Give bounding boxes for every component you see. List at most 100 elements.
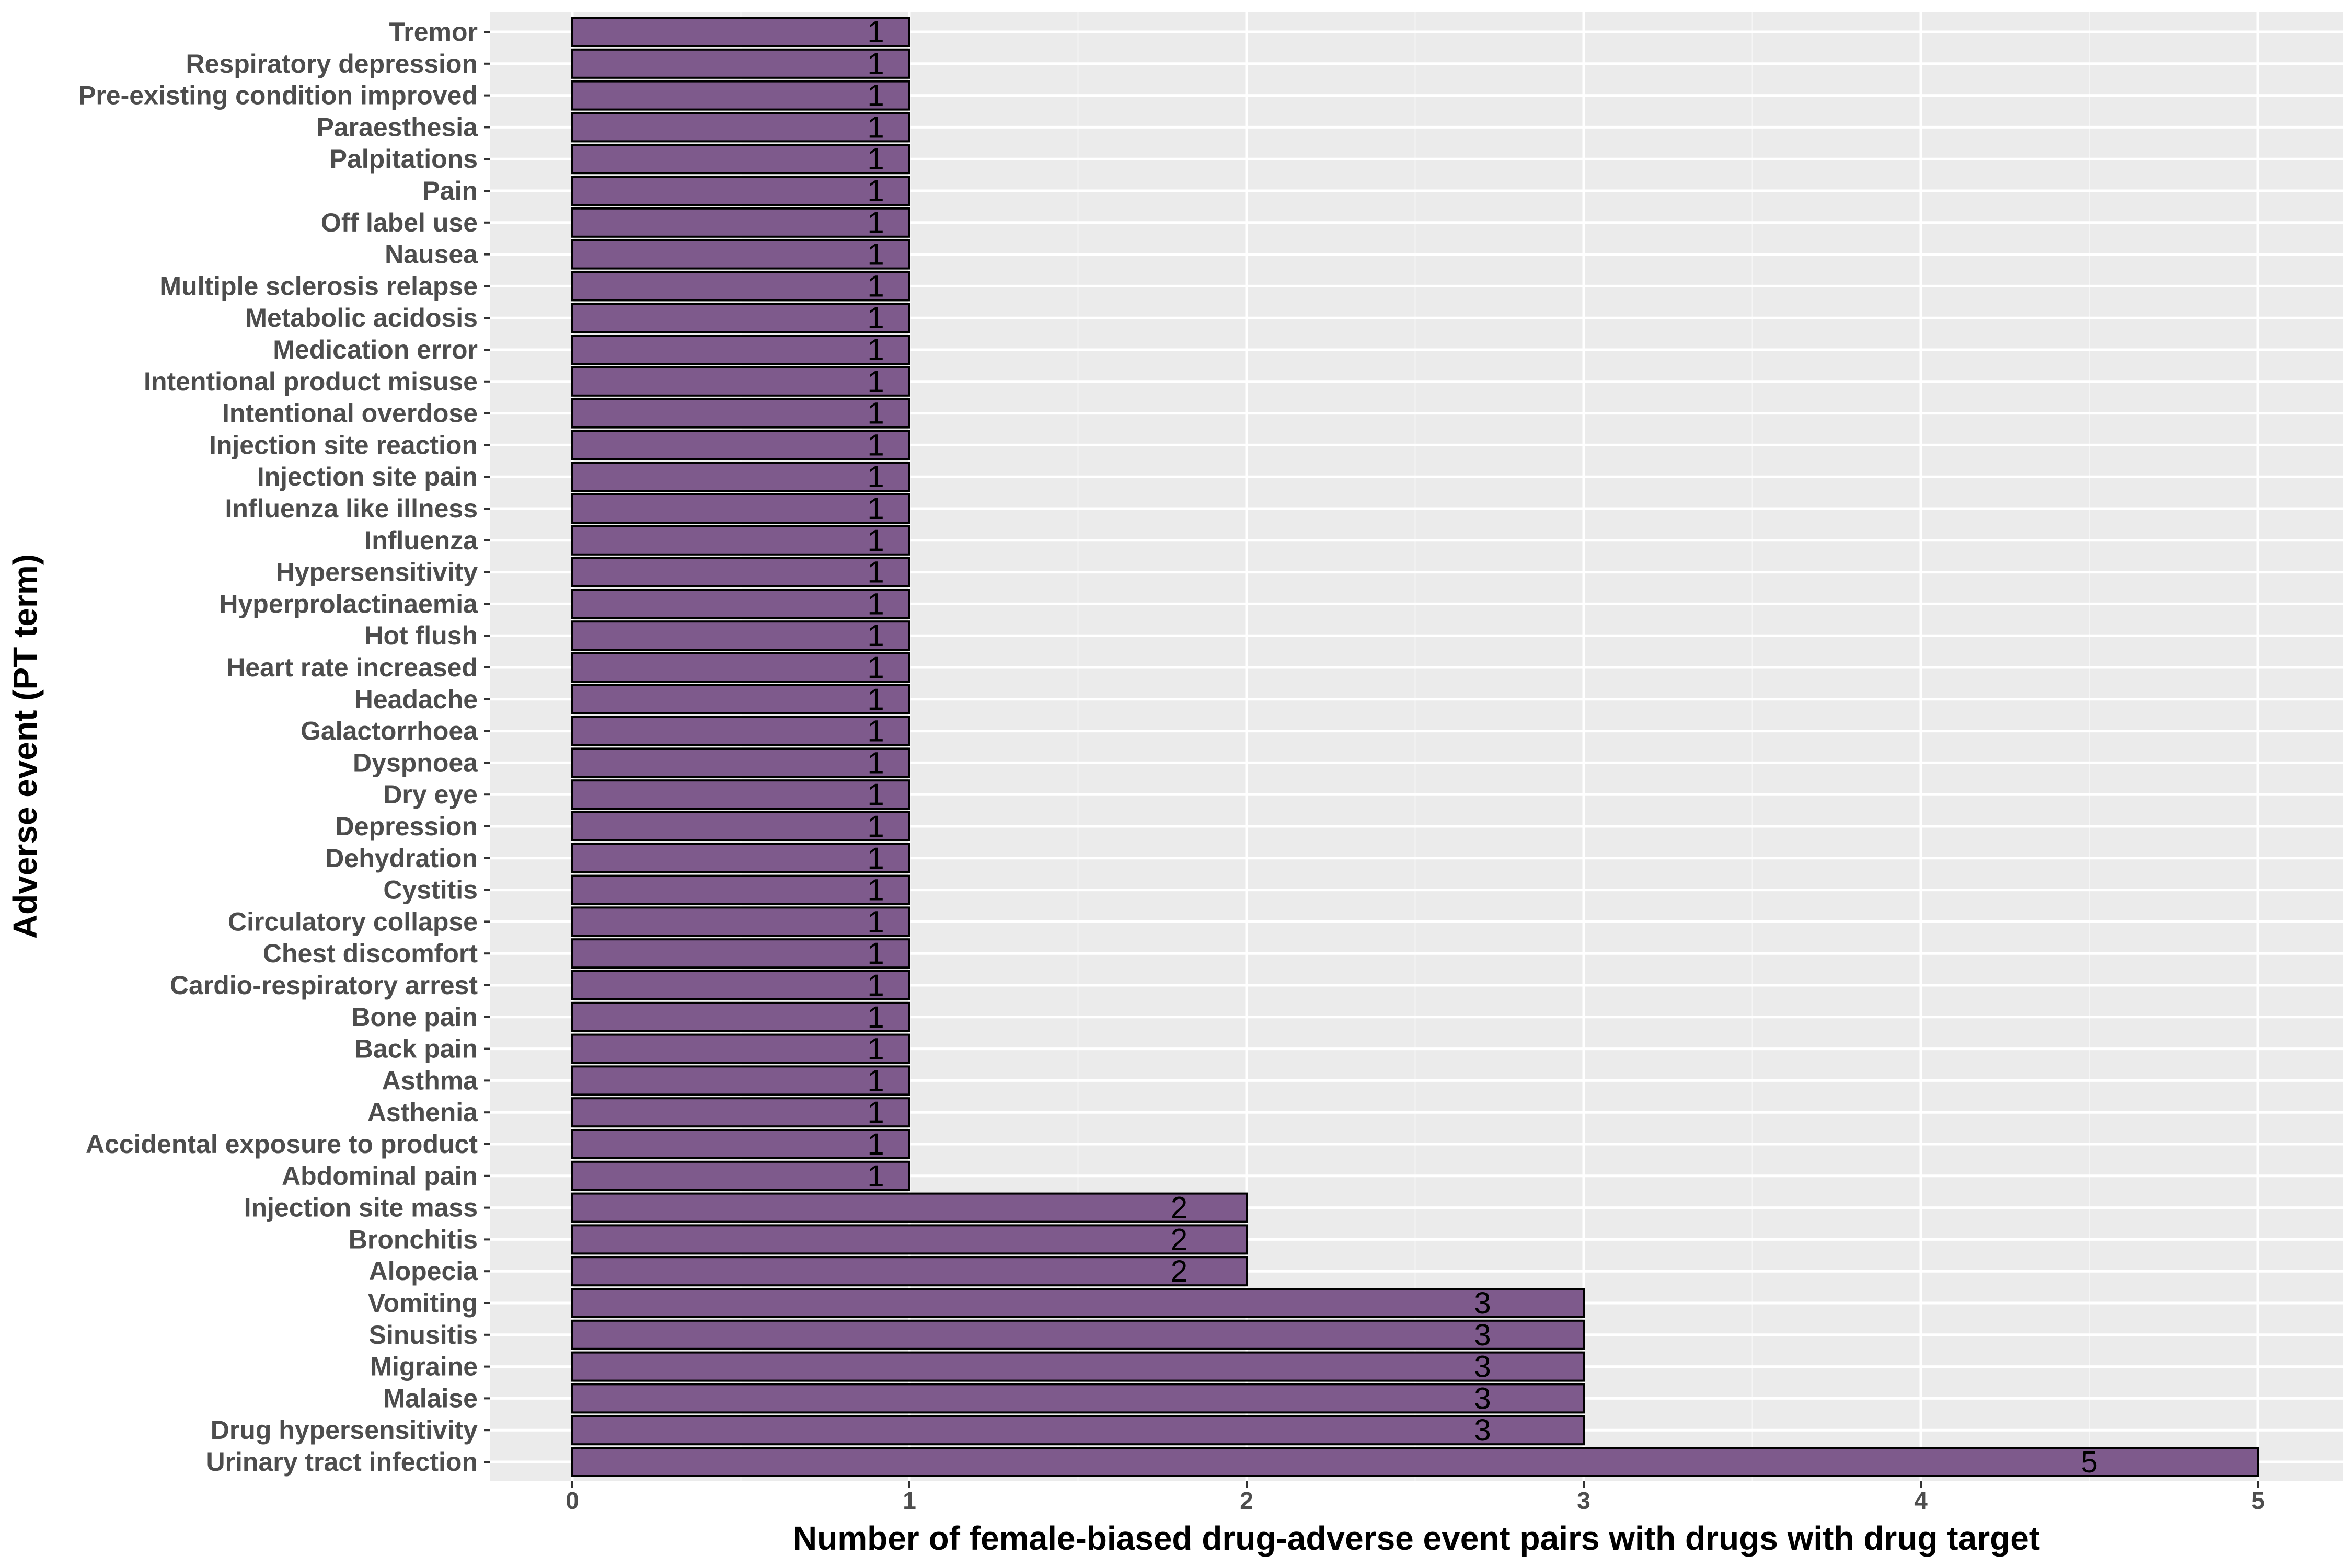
y-tick-label: Hypersensitivity	[276, 558, 478, 587]
bar	[571, 48, 910, 79]
bar	[571, 303, 910, 333]
bar	[571, 1256, 1248, 1287]
bar	[571, 1383, 1585, 1414]
bar	[571, 1447, 2259, 1477]
data-label: 1	[867, 269, 884, 303]
y-tick-label: Back pain	[354, 1034, 478, 1064]
bar	[571, 747, 910, 778]
bar	[571, 938, 910, 969]
data-label: 1	[867, 619, 884, 653]
y-tick-label: Respiratory depression	[186, 49, 478, 78]
y-axis-title: Adverse event (PT term)	[6, 554, 44, 939]
bar	[571, 17, 910, 47]
data-label: 2	[1171, 1223, 1187, 1256]
bar	[571, 1415, 1585, 1446]
bar	[571, 112, 910, 143]
y-tick-label: Influenza like illness	[225, 494, 478, 523]
y-tick-label: Migraine	[370, 1352, 478, 1381]
y-tick-label: Influenza	[364, 526, 478, 555]
y-tick-label: Bone pain	[351, 1002, 478, 1032]
data-label: 1	[867, 1159, 884, 1193]
y-tick-label: Abdominal pain	[282, 1161, 478, 1191]
x-tick-label: 5	[2251, 1487, 2265, 1514]
y-tick-label: Injection site pain	[257, 462, 478, 491]
data-label: 1	[867, 905, 884, 939]
bar	[571, 1224, 1248, 1255]
bar	[571, 1319, 1585, 1350]
data-label: 1	[867, 206, 884, 240]
bar	[571, 176, 910, 206]
bar	[571, 1001, 910, 1032]
bar	[571, 970, 910, 1000]
y-tick-label: Accidental exposure to product	[86, 1129, 478, 1159]
data-label: 1	[867, 969, 884, 1002]
data-label: 5	[2081, 1445, 2097, 1479]
y-tick-label: Malaise	[383, 1383, 478, 1413]
data-label: 1	[867, 524, 884, 558]
y-tick-label: Drug hypersensitivity	[211, 1415, 478, 1445]
data-label: 3	[1474, 1286, 1491, 1320]
bar	[571, 652, 910, 683]
data-label: 3	[1474, 1350, 1491, 1384]
y-tick-label: Chest discomfort	[263, 939, 478, 968]
bar	[571, 493, 910, 524]
y-tick-label: Palpitations	[330, 144, 478, 174]
bar	[571, 144, 910, 175]
y-tick-label: Intentional product misuse	[144, 367, 478, 396]
bar	[571, 906, 910, 937]
data-label: 3	[1474, 1318, 1491, 1352]
bar	[571, 843, 910, 873]
data-label: 3	[1474, 1413, 1491, 1447]
bar	[571, 1033, 910, 1064]
y-tick-label: Medication error	[273, 335, 478, 364]
grid-lines	[490, 12, 2343, 1481]
data-label: 1	[867, 365, 884, 399]
data-label: 1	[867, 1064, 884, 1098]
y-tick-label: Hyperprolactinaemia	[219, 589, 478, 618]
data-label: 1	[867, 15, 884, 49]
data-label: 2	[1171, 1254, 1187, 1288]
bar	[571, 239, 910, 270]
y-tick-label: Pre-existing condition improved	[78, 81, 478, 110]
bar	[571, 366, 910, 397]
x-axis: 0 1 2 3 4 5	[566, 1481, 2265, 1514]
y-tick-label: Cystitis	[383, 875, 478, 905]
data-labels: 1111111111111111111111111111111111111222…	[867, 15, 2097, 1479]
y-tick-label: Dyspnoea	[353, 748, 478, 777]
data-label: 1	[867, 428, 884, 462]
data-label: 2	[1171, 1191, 1187, 1225]
y-tick-label: Pain	[422, 176, 478, 205]
bar	[571, 1129, 910, 1159]
x-tick-label: 3	[1577, 1487, 1590, 1514]
data-label: 1	[867, 460, 884, 494]
y-tick-label: Cardio-respiratory arrest	[170, 971, 478, 1000]
data-label: 1	[867, 333, 884, 367]
y-tick-label: Intentional overdose	[222, 399, 478, 428]
data-label: 1	[867, 778, 884, 812]
data-label: 1	[867, 556, 884, 590]
y-tick-label: Metabolic acidosis	[245, 303, 478, 332]
y-tick-label: Asthma	[382, 1066, 479, 1095]
y-tick-label: Tremor	[389, 17, 478, 47]
y-tick-label: Headache	[354, 685, 478, 714]
x-tick-label: 0	[566, 1487, 579, 1514]
data-label: 1	[867, 1000, 884, 1034]
data-label: 1	[867, 587, 884, 621]
bar	[571, 207, 910, 238]
y-tick-label: Heart rate increased	[226, 653, 478, 682]
bar	[571, 462, 910, 492]
y-tick-label: Vomiting	[368, 1288, 478, 1318]
x-axis-title: Number of female-biased drug-adverse eve…	[793, 1519, 2040, 1557]
y-tick-label: Sinusitis	[369, 1320, 478, 1350]
y-tick-label: Bronchitis	[349, 1225, 478, 1254]
data-label: 1	[867, 937, 884, 971]
data-label: 1	[867, 142, 884, 176]
y-tick-label: Dehydration	[325, 844, 478, 873]
data-label: 1	[867, 238, 884, 272]
data-label: 1	[867, 810, 884, 844]
bars	[571, 17, 2259, 1477]
bar	[571, 430, 910, 460]
bar	[571, 1065, 910, 1096]
data-label: 1	[867, 683, 884, 717]
